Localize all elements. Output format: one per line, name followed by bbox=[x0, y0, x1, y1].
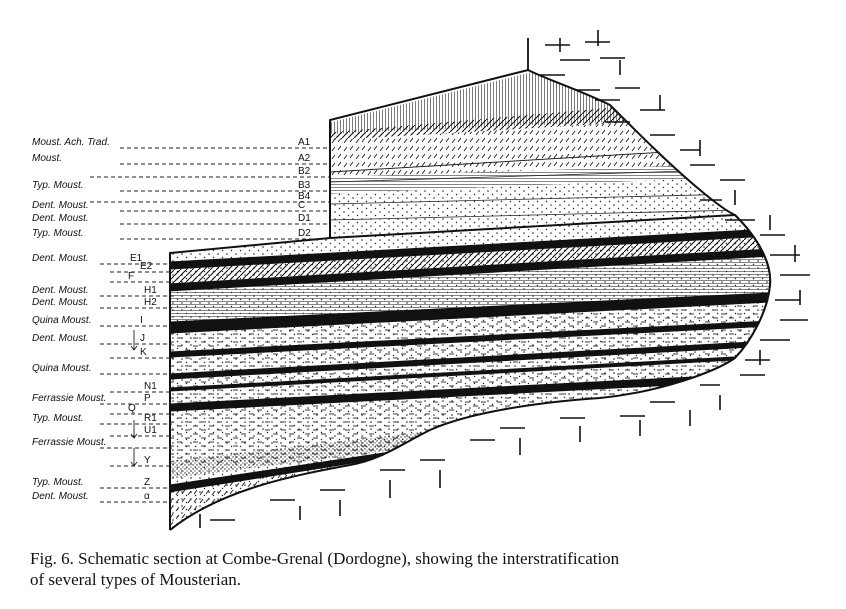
lower-strata-block bbox=[170, 215, 771, 530]
upper-strata-block bbox=[330, 70, 735, 238]
layer-code: D2 bbox=[298, 228, 311, 239]
layer-industry-label: Quina Moust. bbox=[32, 315, 91, 326]
layer-industry-label: Dent. Moust. bbox=[32, 213, 89, 224]
layer-code: Q bbox=[128, 403, 136, 414]
layer-code: C bbox=[298, 200, 305, 211]
layer-industry-label: Ferrassie Moust. bbox=[32, 393, 106, 404]
layer-code: B2 bbox=[298, 166, 311, 177]
layer-code: A2 bbox=[298, 153, 311, 164]
figure-caption: Fig. 6. Schematic section at Combe-Grena… bbox=[30, 548, 830, 590]
layer-code: J bbox=[140, 333, 145, 344]
sequence-arrow-icon bbox=[130, 448, 138, 467]
layer-industry-label: Typ. Moust. bbox=[32, 413, 84, 424]
layer-code: U1 bbox=[144, 425, 157, 436]
layer-code: A1 bbox=[298, 137, 311, 148]
sequence-arrow-icon bbox=[130, 420, 138, 439]
bedrock-blocks bbox=[199, 30, 810, 528]
layer-code: P bbox=[144, 393, 151, 404]
layer-industry-label: Typ. Moust. bbox=[32, 180, 84, 191]
layer-code: D1 bbox=[298, 213, 311, 224]
layer-industry-label: Ferrassie Moust. bbox=[32, 437, 106, 448]
layer-code: K bbox=[140, 347, 147, 358]
layer-industry-label: Typ. Moust. bbox=[32, 228, 84, 239]
layer-industry-label: Typ. Moust. bbox=[32, 477, 84, 488]
layer-code: H1 bbox=[144, 285, 157, 296]
layer-industry-label: Dent. Moust. bbox=[32, 333, 89, 344]
layer-code: E1 bbox=[130, 253, 143, 264]
caption-line-1: Fig. 6. Schematic section at Combe-Grena… bbox=[30, 549, 620, 568]
layer-industry-label: Dent. Moust. bbox=[32, 253, 89, 264]
layer-industry-label: Quina Moust. bbox=[32, 363, 91, 374]
layer-industry-label: Moust. Ach. Trad. bbox=[32, 137, 110, 148]
layer-industry-label: Dent. Moust. bbox=[32, 285, 89, 296]
layer-code: α bbox=[144, 491, 150, 502]
layer-code: Z bbox=[144, 477, 150, 488]
layer-code: N1 bbox=[144, 381, 157, 392]
layer-code: Y bbox=[144, 455, 151, 466]
layer-code: R1 bbox=[144, 413, 157, 424]
layer-industry-label: Dent. Moust. bbox=[32, 200, 89, 211]
stratigraphic-section-diagram: Moust. Ach. Trad. A1 Moust. A2 B2 Typ. Moust.… bbox=[32, 30, 810, 531]
layer-code: F bbox=[128, 271, 134, 282]
layer-code: I bbox=[140, 315, 143, 326]
layer-code: E2 bbox=[140, 261, 153, 272]
caption-line-2: of several types of Mousterian. bbox=[30, 570, 242, 589]
layer-code: B3 bbox=[298, 180, 311, 191]
upper-block-outline bbox=[329, 68, 736, 238]
layer-industry-label: Moust. bbox=[32, 153, 62, 164]
bedrock-outline bbox=[527, 38, 772, 359]
layer-code: H2 bbox=[144, 297, 157, 308]
layer-industry-label: Dent. Moust. bbox=[32, 297, 89, 308]
layer-industry-label: Dent. Moust. bbox=[32, 491, 89, 502]
layer-code: B4 bbox=[298, 191, 311, 202]
sequence-arrow-icon bbox=[130, 330, 138, 351]
